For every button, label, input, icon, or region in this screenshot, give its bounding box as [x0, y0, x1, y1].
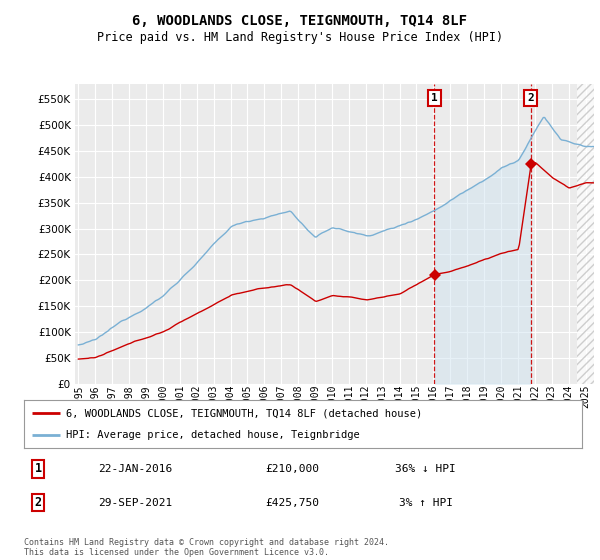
- Text: 22-JAN-2016: 22-JAN-2016: [98, 464, 173, 474]
- Text: 36% ↓ HPI: 36% ↓ HPI: [395, 464, 456, 474]
- Text: 1: 1: [431, 93, 438, 103]
- Text: 1: 1: [34, 463, 41, 475]
- Text: HPI: Average price, detached house, Teignbridge: HPI: Average price, detached house, Teig…: [66, 430, 359, 440]
- Text: 3% ↑ HPI: 3% ↑ HPI: [399, 498, 453, 507]
- Text: 6, WOODLANDS CLOSE, TEIGNMOUTH, TQ14 8LF (detached house): 6, WOODLANDS CLOSE, TEIGNMOUTH, TQ14 8LF…: [66, 408, 422, 418]
- Text: Price paid vs. HM Land Registry's House Price Index (HPI): Price paid vs. HM Land Registry's House …: [97, 31, 503, 44]
- Text: 2: 2: [34, 496, 41, 509]
- Bar: [577, 84, 594, 384]
- Text: Contains HM Land Registry data © Crown copyright and database right 2024.
This d: Contains HM Land Registry data © Crown c…: [24, 538, 389, 557]
- Text: 6, WOODLANDS CLOSE, TEIGNMOUTH, TQ14 8LF: 6, WOODLANDS CLOSE, TEIGNMOUTH, TQ14 8LF: [133, 14, 467, 28]
- Text: 29-SEP-2021: 29-SEP-2021: [98, 498, 173, 507]
- Text: 2: 2: [527, 93, 534, 103]
- Text: £425,750: £425,750: [265, 498, 319, 507]
- Text: £210,000: £210,000: [265, 464, 319, 474]
